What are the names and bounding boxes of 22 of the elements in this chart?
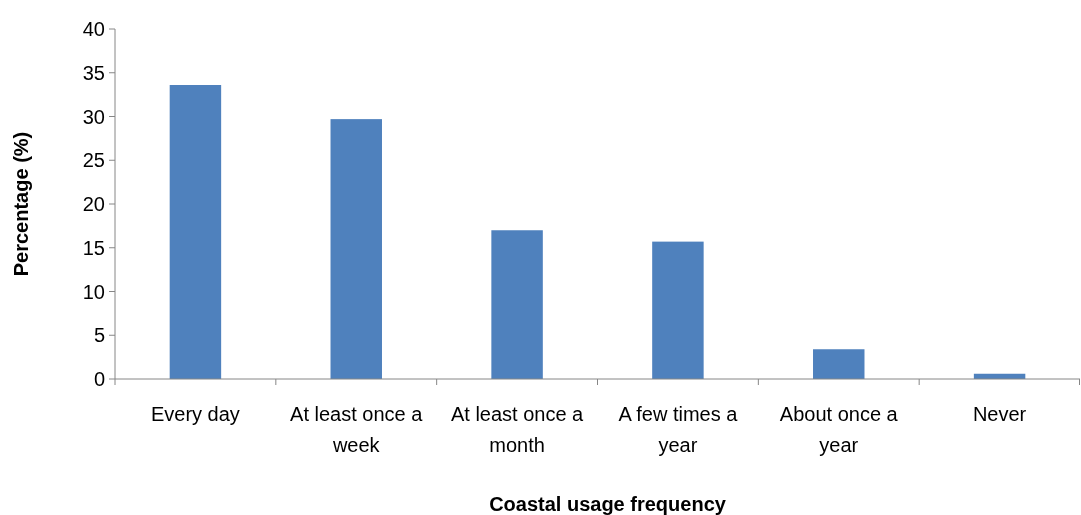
x-axis-title: Coastal usage frequency: [489, 493, 727, 515]
y-tick-label: 30: [82, 105, 105, 128]
y-tick-label: 15: [82, 236, 105, 259]
x-tick-label: At least once a week: [290, 403, 424, 456]
x-tick-label: At least once a month: [450, 403, 585, 456]
bar: [169, 85, 222, 379]
y-tick-label: 40: [82, 18, 105, 40]
y-tick-label: 35: [82, 61, 105, 84]
x-tick-label: About once a year: [779, 403, 899, 456]
y-tick-label: 0: [93, 368, 105, 390]
bar: [813, 349, 865, 379]
y-tick-label: 25: [82, 149, 105, 172]
y-tick-label: 20: [82, 193, 105, 215]
y-tick-label: 10: [82, 280, 105, 303]
x-tick-label: Never: [972, 403, 1027, 425]
bar: [491, 230, 543, 379]
bar: [652, 241, 704, 379]
bar: [330, 119, 382, 379]
x-tick-label: A few times a year: [618, 403, 739, 456]
y-tick-label: 5: [93, 324, 105, 347]
y-axis-title: Percentage (%): [10, 131, 32, 277]
x-tick-label: Every day: [150, 403, 240, 425]
